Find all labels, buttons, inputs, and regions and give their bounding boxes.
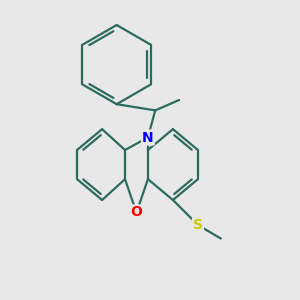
Text: S: S <box>193 218 203 232</box>
Text: N: N <box>142 130 154 145</box>
Text: O: O <box>130 206 142 220</box>
